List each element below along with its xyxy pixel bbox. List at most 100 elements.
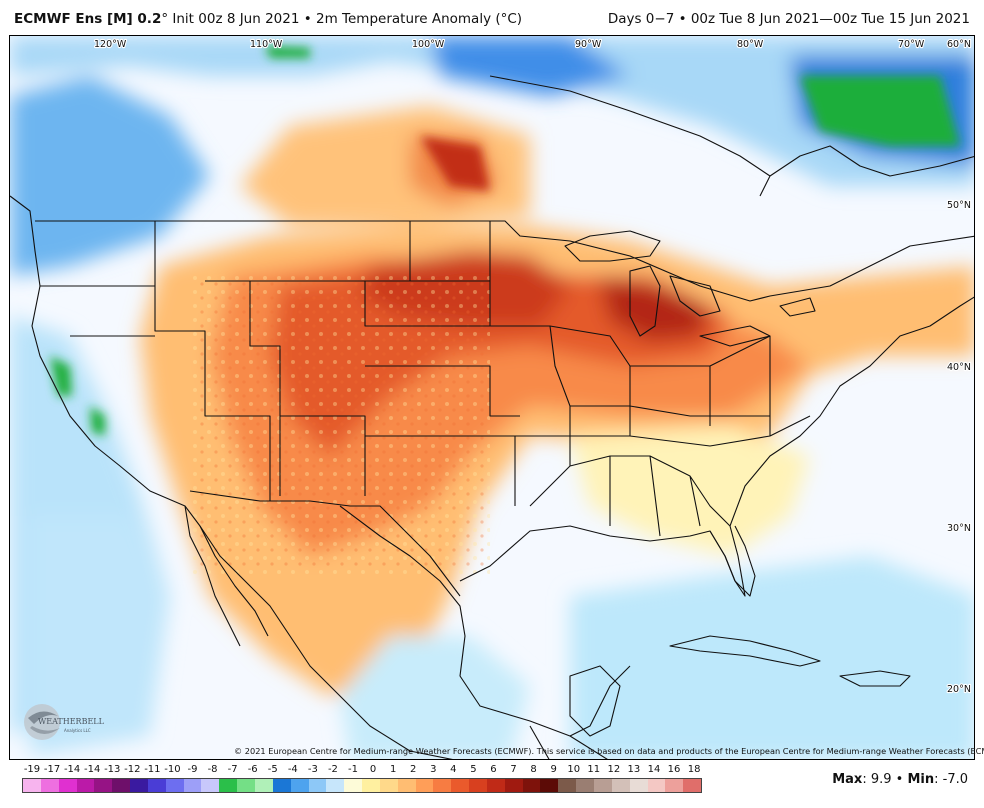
colorbar-tick-label: -1 <box>348 764 358 775</box>
colorbar-tick-label: -9 <box>187 764 198 775</box>
colorbar-tick-label: 9 <box>550 764 557 775</box>
colorbar-cell <box>290 779 309 792</box>
colorbar-tick-label: -14 <box>63 764 81 775</box>
latitude-labels: 60°N 50°N 40°N 30°N 20°N <box>946 38 972 696</box>
colorbar-tick-label: 4 <box>450 764 457 775</box>
colorbar-cell <box>594 779 612 792</box>
model-name: ECMWF Ens [M] 0.2 <box>14 11 162 27</box>
colorbar-tick-label: 5 <box>470 764 477 775</box>
colorbar-cell <box>272 779 291 792</box>
lat-label: 40°N <box>947 362 971 373</box>
logo-graphic: WEATHERBELL Analytics LLC <box>24 704 105 740</box>
field-name: 2m Temperature Anomaly (°C) <box>316 11 523 27</box>
colorbar-cell <box>415 779 434 792</box>
lon-label: 90°W <box>575 39 602 50</box>
colorbar-tick-label: -11 <box>144 764 161 775</box>
colorbar-cell <box>94 779 113 792</box>
colorbar-tick-label: -14 <box>84 764 101 775</box>
colorbar-cell <box>40 779 59 792</box>
max-min-stats: Max: 9.9 • Min: -7.0 <box>832 772 968 787</box>
weatherbell-logo: WEATHERBELL Analytics LLC <box>20 700 112 746</box>
colorbar-cells <box>22 778 702 793</box>
colorbar-tick-label: -17 <box>43 764 61 775</box>
colorbar-tick-label: 0 <box>369 764 377 775</box>
colorbar-cell <box>665 779 684 792</box>
lon-label: 110°W <box>250 39 283 50</box>
colorbar-tick-label: 1 <box>389 764 397 775</box>
colorbar-tick-label: 16 <box>667 764 681 775</box>
colorbar-tick-label: 18 <box>687 764 701 775</box>
colorbar-tick-label: -12 <box>124 764 141 775</box>
logo-text: WEATHERBELL <box>38 717 105 726</box>
header: ECMWF Ens [M] 0.2° Init 00z 8 Jun 2021 •… <box>0 0 984 34</box>
colorbar-tick-label: 12 <box>607 764 621 775</box>
lon-label: 100°W <box>412 39 445 50</box>
anomaly-shading <box>10 36 974 759</box>
title-left: ECMWF Ens [M] 0.2° Init 00z 8 Jun 2021 •… <box>14 11 522 27</box>
colorbar-cell <box>201 779 220 792</box>
lat-label: 30°N <box>947 523 971 534</box>
bullet: • <box>303 11 312 27</box>
colorbar-cell <box>611 779 630 792</box>
colorbar-cell <box>147 779 166 792</box>
colorbar-cell <box>629 779 648 792</box>
colorbar-cell <box>23 779 41 792</box>
lon-label: 70°W <box>898 39 925 50</box>
colorbar-tick-label: 10 <box>567 764 581 775</box>
colorbar-tick-label: -8 <box>207 764 218 775</box>
min-label: Min <box>907 772 935 787</box>
stats-separator: • <box>891 772 908 787</box>
colorbar-cell <box>58 779 77 792</box>
colorbar-cell <box>504 779 523 792</box>
colorbar-cell <box>183 779 202 792</box>
colorbar-tick-label: 3 <box>430 764 437 775</box>
copyright-notice: © 2021 European Centre for Medium-range … <box>234 746 984 756</box>
colorbar-tick-label: -5 <box>267 764 278 775</box>
colorbar-cell <box>254 779 273 792</box>
colorbar-cell <box>76 779 95 792</box>
max-label: Max <box>832 772 863 787</box>
colorbar-cell <box>433 779 452 792</box>
colorbar-cell <box>522 779 541 792</box>
max-value: : 9.9 <box>862 772 892 787</box>
colorbar-tick-label: 14 <box>647 764 661 775</box>
colorbar-cell <box>469 779 487 792</box>
colorbar-cell <box>362 779 380 792</box>
init-time: Init 00z 8 Jun 2021 <box>172 11 300 27</box>
lat-label: 50°N <box>947 200 971 211</box>
colorbar-cell <box>558 779 577 792</box>
colorbar-cell <box>576 779 594 792</box>
colorbar-tick-label: -6 <box>247 764 258 775</box>
colorbar-tick-label: 6 <box>490 764 497 775</box>
colorbar-cell <box>326 779 345 792</box>
colorbar-cell <box>683 779 702 792</box>
min-value: : -7.0 <box>934 772 968 787</box>
colorbar-tick-label: 7 <box>510 764 517 775</box>
colorbar-tick-label: 2 <box>410 764 417 775</box>
colorbar-cell <box>219 779 238 792</box>
colorbar-tick-label: -10 <box>164 764 181 775</box>
colorbar-tick-label: -4 <box>287 764 298 775</box>
colorbar-cell <box>130 779 148 792</box>
colorbar-tick-label: 8 <box>530 764 537 775</box>
colorbar-tick-label: -19 <box>23 764 41 775</box>
colorbar-tick-label: -13 <box>104 764 121 775</box>
colorbar-cell <box>397 779 416 792</box>
colorbar-cell <box>112 779 131 792</box>
boundaries <box>10 75 974 759</box>
colorbar-tick-label: -3 <box>307 764 318 775</box>
colorbar-cell <box>379 779 398 792</box>
lon-label: 120°W <box>94 39 127 50</box>
colorbar-cell <box>165 779 184 792</box>
colorbar-cell <box>237 779 255 792</box>
colorbar-cell <box>540 779 559 792</box>
lon-label: 80°W <box>737 39 764 50</box>
longitude-labels: 120°W 110°W 100°W 90°W 80°W 70°W <box>93 38 926 51</box>
colorbar-cell <box>486 779 505 792</box>
map-canvas: 120°W 110°W 100°W 90°W 80°W 70°W 60°N 50… <box>10 36 974 759</box>
lat-label: 60°N <box>947 39 971 50</box>
colorbar-cell <box>647 779 666 792</box>
colorbar-cell <box>451 779 470 792</box>
colorbar-cell <box>308 779 327 792</box>
logo-subtext: Analytics LLC <box>64 728 91 733</box>
